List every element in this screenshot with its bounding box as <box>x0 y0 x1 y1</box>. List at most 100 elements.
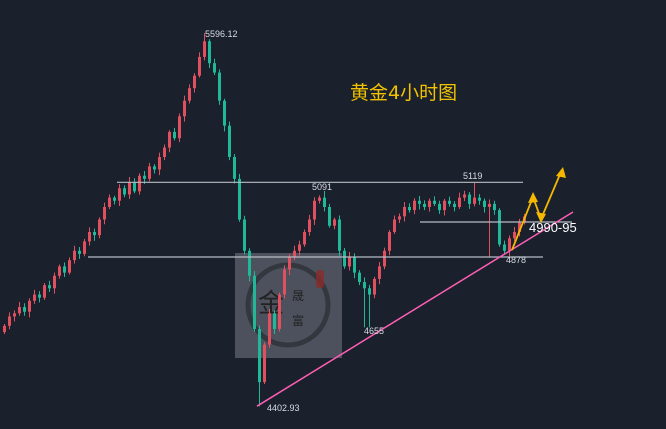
candle <box>398 213 401 223</box>
candle-body <box>8 316 11 326</box>
candle <box>113 195 116 205</box>
candle-body <box>143 175 146 179</box>
candle <box>333 217 336 230</box>
candle-body <box>333 219 336 226</box>
candle-body <box>488 203 491 207</box>
candle <box>458 192 461 209</box>
chart-title: 黄金4小时图 <box>350 82 457 104</box>
candle <box>128 176 131 199</box>
svg-text:晟: 晟 <box>292 289 304 303</box>
candle <box>253 271 256 332</box>
candle <box>33 289 36 304</box>
candle <box>438 200 441 214</box>
candle <box>243 215 246 255</box>
candle <box>513 227 516 242</box>
candle-body <box>403 206 406 217</box>
candle <box>323 191 326 212</box>
candle-body <box>208 41 211 64</box>
candle-body <box>158 156 161 170</box>
candle-body <box>433 200 436 204</box>
candle-body <box>423 203 426 207</box>
candle <box>463 190 466 202</box>
candle <box>363 277 366 328</box>
candle <box>118 184 121 207</box>
candle-body <box>18 307 21 314</box>
candle-body <box>308 219 311 233</box>
candle-body <box>48 285 51 289</box>
candle <box>443 198 446 216</box>
candle-body <box>473 197 476 204</box>
candle <box>163 144 166 161</box>
candle <box>93 228 96 241</box>
candle <box>278 292 281 332</box>
candle <box>388 230 391 256</box>
candle-body <box>88 232 91 242</box>
candle-body <box>458 197 461 207</box>
candle-body <box>83 241 86 254</box>
candle <box>478 194 481 205</box>
candle <box>3 323 6 334</box>
candle-body <box>128 181 131 195</box>
candle-body <box>38 294 41 298</box>
candle-body <box>13 313 16 317</box>
candle <box>428 198 431 212</box>
candle <box>313 197 316 225</box>
candle <box>203 33 206 61</box>
candle <box>338 215 341 256</box>
candle-body <box>278 294 281 329</box>
candle-body <box>203 41 206 57</box>
candle <box>98 217 101 239</box>
candle-body <box>413 200 416 211</box>
candle <box>263 342 266 384</box>
candle-body <box>353 257 356 273</box>
annotation-5091: 5091 <box>312 182 332 192</box>
candle <box>178 113 181 142</box>
candle-body <box>263 344 266 383</box>
candle <box>103 202 106 225</box>
candle-body <box>103 206 106 220</box>
candle-body <box>348 257 351 267</box>
candle-body <box>468 194 471 204</box>
candle <box>368 284 371 328</box>
candle <box>198 52 201 78</box>
annotation-high: 5596.12 <box>205 29 238 39</box>
candle-body <box>513 232 516 239</box>
candle <box>23 303 26 316</box>
candle-body <box>518 222 521 233</box>
candle <box>238 173 241 222</box>
candle <box>73 245 76 264</box>
candle-body <box>398 216 401 220</box>
candle-body <box>503 244 506 251</box>
arrow-head-icon <box>536 212 546 223</box>
candle <box>328 203 331 228</box>
candle-body <box>363 282 366 289</box>
candle-body <box>58 266 61 276</box>
candle <box>18 302 21 316</box>
candle-body <box>268 313 271 345</box>
candle <box>173 127 176 141</box>
candle <box>373 276 376 299</box>
candle-body <box>393 219 396 233</box>
candle <box>153 164 156 174</box>
arrow-head-icon <box>528 192 538 203</box>
candle-body <box>113 197 116 201</box>
candle <box>108 194 111 210</box>
candle <box>148 162 151 182</box>
candle <box>318 195 321 204</box>
candle-body <box>223 100 226 126</box>
candle-body <box>73 250 76 261</box>
projection-path <box>511 171 562 251</box>
candle <box>403 201 406 222</box>
candle-body <box>293 250 296 258</box>
candle-body <box>153 166 156 170</box>
candle <box>228 121 231 161</box>
candle-body <box>483 200 486 207</box>
candle-body <box>93 232 96 236</box>
candle <box>213 58 216 76</box>
candle <box>218 69 221 105</box>
candle <box>308 214 311 236</box>
candle-body <box>338 219 341 251</box>
candle <box>38 291 41 303</box>
